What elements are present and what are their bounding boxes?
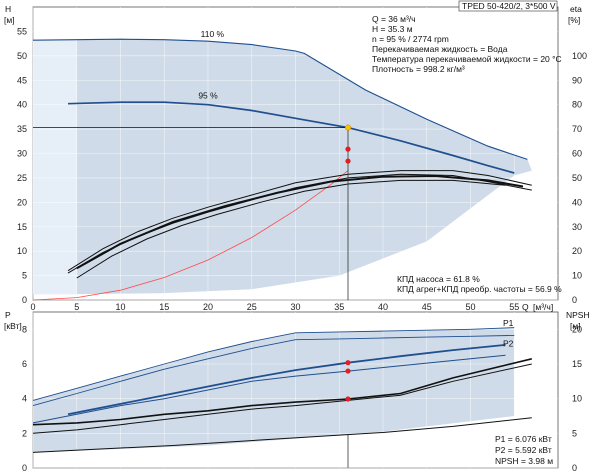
power-info-line: P2 = 5.592 кВт bbox=[495, 445, 552, 455]
efficiency-info-line: КПД насоса = 61.8 % bbox=[397, 274, 480, 284]
top-ytick-right: 30 bbox=[572, 222, 582, 232]
top-ytick-right: 40 bbox=[572, 197, 582, 207]
operating-point-npsh bbox=[345, 396, 351, 402]
top-ytick-left: 45 bbox=[17, 75, 27, 85]
top-ytick-right: 50 bbox=[572, 173, 582, 183]
top-ytick-left: 55 bbox=[17, 26, 27, 36]
bottom-ytick-left: 8 bbox=[22, 324, 27, 334]
top-ytick-left: 10 bbox=[17, 246, 27, 256]
top-ylabel-left-unit: [м] bbox=[4, 15, 15, 25]
top-series-line bbox=[67, 101, 515, 174]
top-series-line bbox=[76, 179, 506, 279]
bottom-ylabel-right-unit: [м] bbox=[570, 321, 581, 331]
top-ytick-left: 20 bbox=[17, 197, 27, 207]
curve-label-110: 110 % bbox=[201, 29, 225, 39]
top-ytick-right: 70 bbox=[572, 124, 582, 134]
bottom-ytick-right: 10 bbox=[572, 394, 582, 404]
operating-info-line: H = 35.3 м bbox=[372, 24, 413, 34]
top-xtick: 50 bbox=[465, 302, 475, 312]
efficiency-info-line: КПД агрег+КПД преобр. частоты = 56.9 % bbox=[397, 284, 562, 294]
top-xtick: 0 bbox=[30, 302, 35, 312]
top-ylabel-right-unit: [%] bbox=[568, 15, 580, 25]
bottom-ylabel-right: NPSH bbox=[566, 310, 590, 320]
top-ytick-left: 35 bbox=[17, 124, 27, 134]
title-box bbox=[458, 0, 558, 12]
top-ytick-left: 40 bbox=[17, 100, 27, 110]
operating-info-line: Q = 36 м³/ч bbox=[372, 14, 416, 24]
power-info-line: NPSH = 3.98 м bbox=[495, 456, 553, 466]
top-ytick-left: 25 bbox=[17, 173, 27, 183]
top-xlabel-unit: [м³/ч] bbox=[533, 302, 553, 312]
top-ytick-left: 0 bbox=[22, 295, 27, 305]
top-envelope-light-band bbox=[33, 40, 77, 295]
bottom-ylabel-left-unit: [кВт] bbox=[4, 321, 22, 331]
operating-point-eta-pump bbox=[345, 146, 351, 152]
operating-info-line: Температура перекачиваемой жидкости = 20… bbox=[372, 54, 562, 64]
power-info-line: P1 = 6.076 кВт bbox=[495, 434, 552, 444]
top-xtick: 15 bbox=[159, 302, 169, 312]
top-series-line bbox=[32, 170, 349, 301]
top-series-line bbox=[67, 170, 532, 272]
bottom-ytick-right: 0 bbox=[572, 463, 577, 473]
top-ylabel-right: eta bbox=[570, 4, 582, 14]
top-xtick: 5 bbox=[74, 302, 79, 312]
top-ytick-left: 30 bbox=[17, 149, 27, 159]
operating-point-p2 bbox=[345, 368, 351, 374]
operating-point-p1 bbox=[345, 360, 351, 366]
bottom-ytick-left: 6 bbox=[22, 359, 27, 369]
top-ytick-left: 50 bbox=[17, 51, 27, 61]
bottom-series-line bbox=[67, 344, 506, 416]
top-xtick: 10 bbox=[115, 302, 125, 312]
top-ytick-right: 0 bbox=[572, 295, 577, 305]
bottom-ylabel-left: P bbox=[5, 310, 11, 320]
top-ytick-right: 80 bbox=[572, 100, 582, 110]
bottom-ytick-left: 2 bbox=[22, 428, 27, 438]
top-xtick: 45 bbox=[422, 302, 432, 312]
top-ytick-right: 90 bbox=[572, 75, 582, 85]
top-xlabel: Q bbox=[522, 302, 529, 312]
operating-point-head bbox=[344, 124, 352, 131]
bottom-ytick-right: 15 bbox=[572, 359, 582, 369]
bottom-series-line bbox=[32, 354, 506, 424]
bottom-ytick-right: 5 bbox=[572, 428, 577, 438]
top-ytick-right: 100 bbox=[572, 51, 587, 61]
top-xtick: 35 bbox=[334, 302, 344, 312]
chart-title: TPED 50-420/2, 3*500 V bbox=[462, 1, 556, 11]
bottom-series-line bbox=[32, 363, 532, 434]
bottom-series-line bbox=[32, 334, 515, 407]
bottom-series-line bbox=[32, 358, 532, 426]
series-label-p1: P1 bbox=[503, 318, 514, 328]
bottom-npsh-lower-line bbox=[32, 417, 532, 453]
top-ytick-right: 10 bbox=[572, 271, 582, 281]
bottom-ytick-left: 0 bbox=[22, 463, 27, 473]
operating-point-eta-total bbox=[345, 158, 351, 164]
top-series-line bbox=[32, 38, 528, 160]
operating-info-line: Плотность = 998.2 кг/м³ bbox=[372, 64, 465, 74]
series-label-p2: P2 bbox=[503, 339, 514, 349]
bottom-ytick-right: 20 bbox=[572, 324, 582, 334]
top-xtick: 40 bbox=[378, 302, 388, 312]
top-main-efficiency-line bbox=[76, 174, 524, 270]
top-ytick-right: 20 bbox=[572, 246, 582, 256]
top-ytick-left: 15 bbox=[17, 222, 27, 232]
top-ytick-right: 60 bbox=[572, 149, 582, 159]
bottom-series-line bbox=[32, 327, 515, 401]
top-xtick: 30 bbox=[290, 302, 300, 312]
operating-info-line: Перекачиваемая жидкость = Вода bbox=[372, 44, 508, 54]
top-xtick: 20 bbox=[203, 302, 213, 312]
bottom-ytick-left: 4 bbox=[22, 394, 27, 404]
top-xtick: 25 bbox=[247, 302, 257, 312]
top-ylabel-left: H bbox=[5, 4, 11, 14]
curve-label-95: 95 % bbox=[198, 90, 218, 100]
top-ytick-left: 5 bbox=[22, 271, 27, 281]
operating-info-line: n = 95 % / 2774 rpm bbox=[372, 34, 449, 44]
top-xtick: 55 bbox=[509, 302, 519, 312]
